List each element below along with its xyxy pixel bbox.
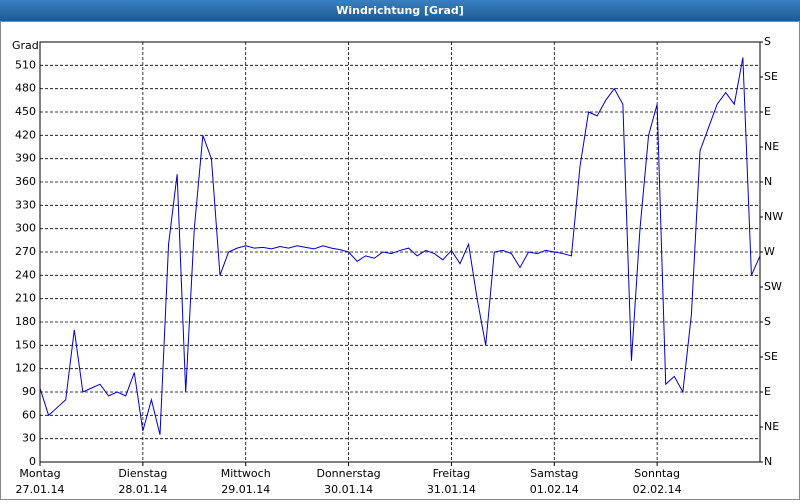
y-tick-label: 240: [15, 268, 36, 281]
y-tick-label: 360: [15, 175, 36, 188]
x-tick-date: 02.02.14: [633, 483, 682, 496]
y-tick-label: 330: [15, 198, 36, 211]
y2-tick-label: W: [764, 245, 775, 258]
y-tick-label: 120: [15, 362, 36, 375]
y-tick-label: 0: [29, 455, 36, 468]
y2-tick-label: E: [764, 105, 771, 118]
y2-tick-label: NE: [764, 420, 779, 433]
x-tick-label: Donnerstag: [316, 467, 380, 480]
y-tick-label: 510: [15, 58, 36, 71]
x-tick-date: 28.01.14: [118, 483, 167, 496]
plot-frame: [39, 41, 761, 463]
y-tick-label: 150: [15, 338, 36, 351]
y-tick-label: 90: [22, 385, 36, 398]
y2-tick-label: NE: [764, 140, 779, 153]
y-tick-label: 450: [15, 105, 36, 118]
data-line: [39, 57, 761, 435]
y-tick-label: 270: [15, 245, 36, 258]
x-tick-date: 27.01.14: [16, 483, 65, 496]
y-tick-label: 180: [15, 315, 36, 328]
y2-tick-label: SE: [764, 350, 778, 363]
y2-tick-label: E: [764, 385, 771, 398]
x-tick-date: 29.01.14: [221, 483, 270, 496]
y-tick-label: 390: [15, 152, 36, 165]
x-tick-date: 01.02.14: [530, 483, 579, 496]
x-tick-label: Mittwoch: [221, 467, 271, 480]
y2-tick-label: SE: [764, 70, 778, 83]
y-tick-label: 30: [22, 432, 36, 445]
y2-tick-label: S: [764, 35, 771, 48]
y-axis-label: Grad: [12, 39, 39, 52]
y-tick-label: 210: [15, 292, 36, 305]
y-tick-label: 480: [15, 82, 36, 95]
y2-tick-label: NW: [764, 210, 783, 223]
x-tick-label: Freitag: [433, 467, 471, 480]
y2-tick-label: N: [764, 175, 772, 188]
x-tick-date: 30.01.14: [324, 483, 373, 496]
chart-title: Windrichtung [Grad]: [336, 4, 464, 17]
x-tick-label: Dienstag: [118, 467, 167, 480]
x-tick-label: Montag: [19, 467, 60, 480]
x-tick-date: 31.01.14: [427, 483, 476, 496]
y-tick-label: 60: [22, 408, 36, 421]
y-tick-label: 420: [15, 128, 36, 141]
y2-tick-label: S: [764, 315, 771, 328]
y-tick-label: 300: [15, 222, 36, 235]
x-tick-label: Samstag: [530, 467, 578, 480]
title-bar: [0, 0, 800, 21]
x-tick-label: Sonntag: [634, 467, 680, 480]
y2-tick-label: N: [764, 455, 772, 468]
y2-tick-label: SW: [764, 280, 782, 293]
